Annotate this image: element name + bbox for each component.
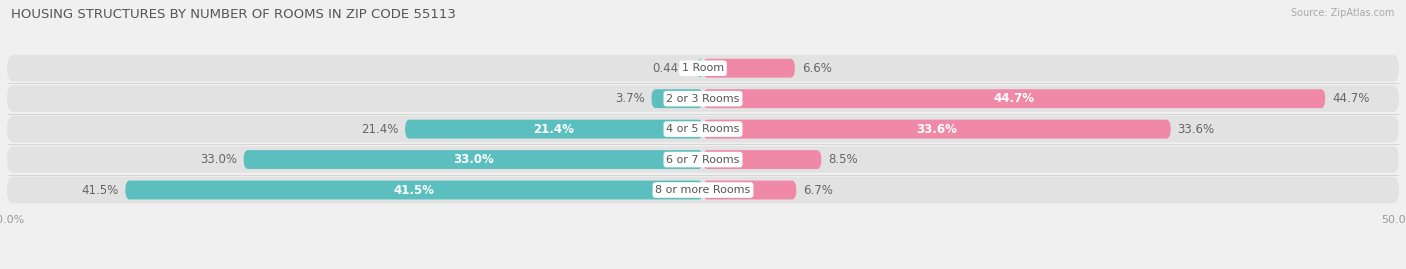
FancyBboxPatch shape bbox=[7, 177, 1399, 203]
Text: 41.5%: 41.5% bbox=[394, 183, 434, 197]
Text: 44.7%: 44.7% bbox=[1331, 92, 1369, 105]
Text: 21.4%: 21.4% bbox=[361, 123, 398, 136]
Text: 1 Room: 1 Room bbox=[682, 63, 724, 73]
FancyBboxPatch shape bbox=[125, 180, 703, 200]
Text: Source: ZipAtlas.com: Source: ZipAtlas.com bbox=[1291, 8, 1395, 18]
Text: 44.7%: 44.7% bbox=[994, 92, 1035, 105]
Text: 33.0%: 33.0% bbox=[453, 153, 494, 166]
Text: 6.7%: 6.7% bbox=[803, 183, 834, 197]
Text: 33.0%: 33.0% bbox=[200, 153, 236, 166]
Text: 41.5%: 41.5% bbox=[82, 183, 118, 197]
Text: 2 or 3 Rooms: 2 or 3 Rooms bbox=[666, 94, 740, 104]
Text: 0.44%: 0.44% bbox=[652, 62, 690, 75]
FancyBboxPatch shape bbox=[703, 120, 1171, 139]
Text: 33.6%: 33.6% bbox=[917, 123, 957, 136]
Text: 8 or more Rooms: 8 or more Rooms bbox=[655, 185, 751, 195]
FancyBboxPatch shape bbox=[651, 89, 703, 108]
Text: 6 or 7 Rooms: 6 or 7 Rooms bbox=[666, 155, 740, 165]
FancyBboxPatch shape bbox=[703, 89, 1326, 108]
FancyBboxPatch shape bbox=[703, 59, 794, 78]
FancyBboxPatch shape bbox=[703, 180, 796, 200]
FancyBboxPatch shape bbox=[703, 150, 821, 169]
FancyBboxPatch shape bbox=[7, 116, 1399, 142]
Text: 21.4%: 21.4% bbox=[534, 123, 575, 136]
Legend: Owner-occupied, Renter-occupied: Owner-occupied, Renter-occupied bbox=[572, 266, 834, 269]
Text: 33.6%: 33.6% bbox=[1178, 123, 1215, 136]
Text: 8.5%: 8.5% bbox=[828, 153, 858, 166]
FancyBboxPatch shape bbox=[697, 59, 703, 78]
FancyBboxPatch shape bbox=[7, 86, 1399, 112]
FancyBboxPatch shape bbox=[405, 120, 703, 139]
Text: 6.6%: 6.6% bbox=[801, 62, 832, 75]
Text: 3.7%: 3.7% bbox=[614, 92, 644, 105]
FancyBboxPatch shape bbox=[243, 150, 703, 169]
Text: 4 or 5 Rooms: 4 or 5 Rooms bbox=[666, 124, 740, 134]
Text: HOUSING STRUCTURES BY NUMBER OF ROOMS IN ZIP CODE 55113: HOUSING STRUCTURES BY NUMBER OF ROOMS IN… bbox=[11, 8, 456, 21]
FancyBboxPatch shape bbox=[7, 55, 1399, 82]
FancyBboxPatch shape bbox=[7, 146, 1399, 173]
